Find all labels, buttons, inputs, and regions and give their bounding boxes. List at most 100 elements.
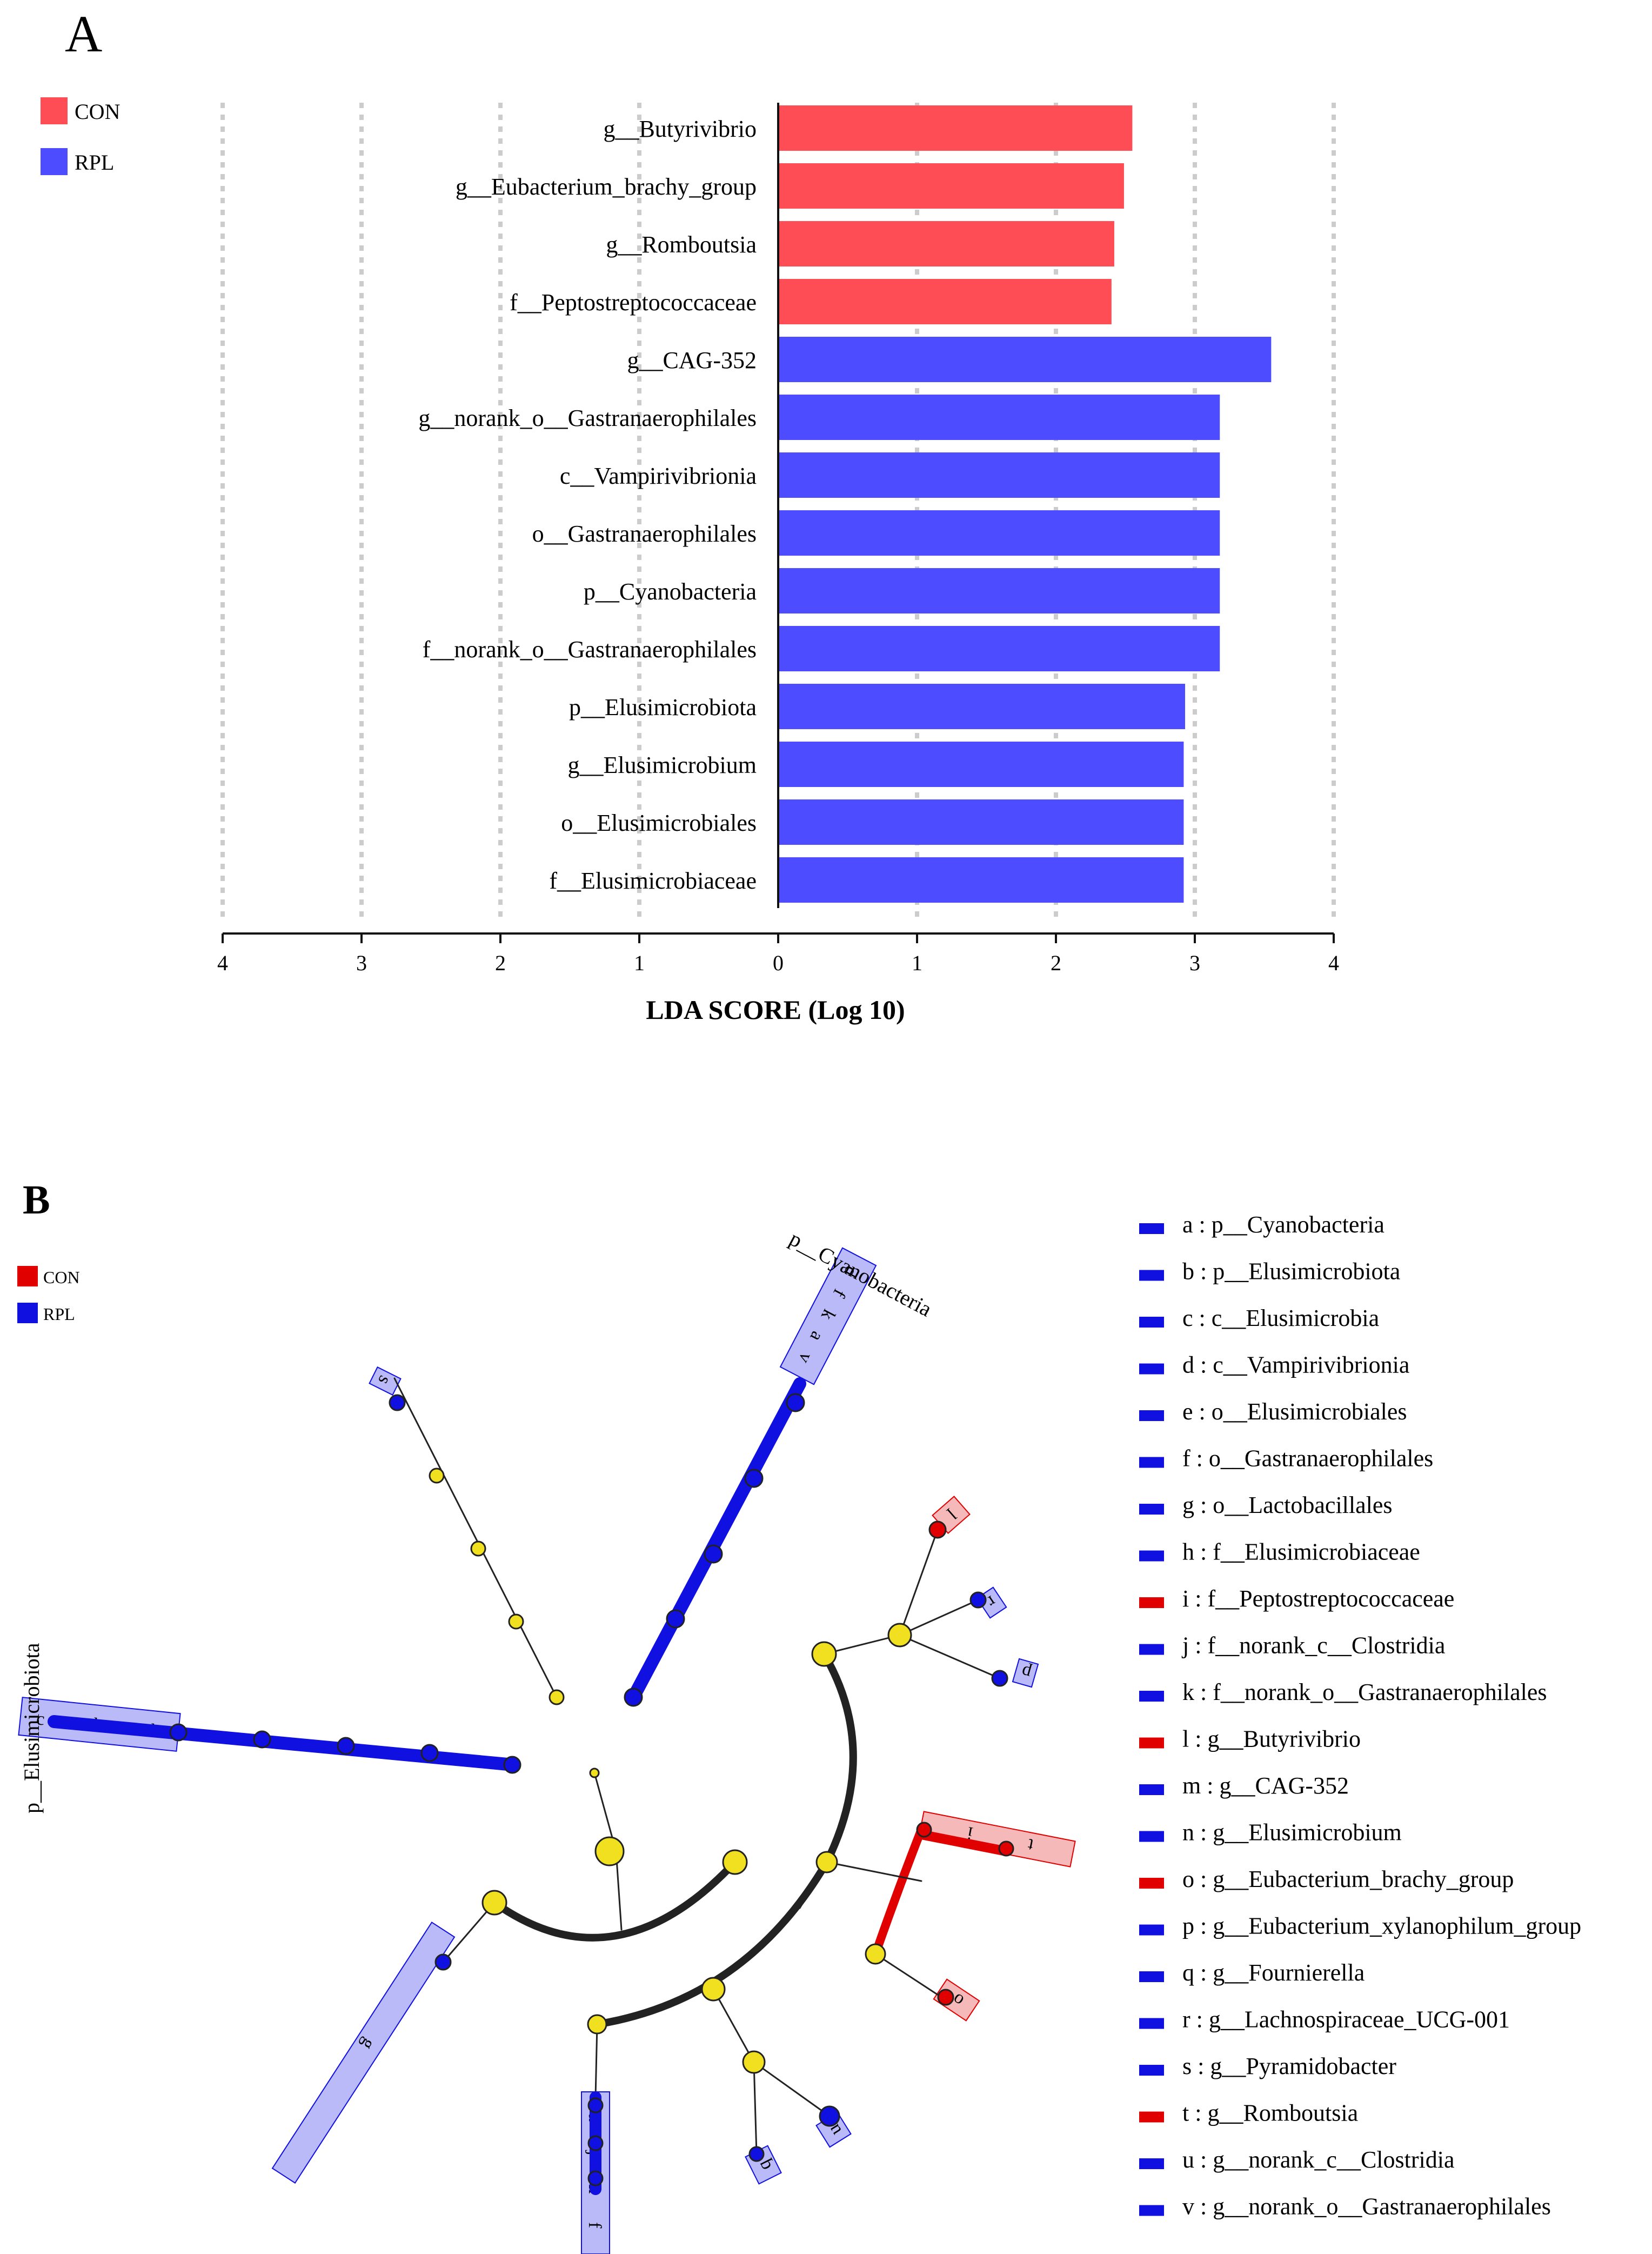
key-letter: a — [1182, 1211, 1193, 1238]
key-swatch-b — [1139, 1270, 1164, 1281]
key-separator: : — [1194, 1258, 1213, 1285]
legend-swatch-con — [41, 97, 68, 124]
clade-edge — [899, 1529, 939, 1636]
clade-node — [744, 1469, 764, 1488]
x-tick-label: 3 — [1189, 951, 1200, 975]
bar-g__Butyrivibrio — [778, 105, 1133, 151]
key-swatch-h — [1139, 1550, 1164, 1562]
key-taxon: f__Peptostreptococcaceae — [1207, 1585, 1454, 1612]
key-letter: q — [1182, 1959, 1194, 1986]
key-swatch-k — [1139, 1691, 1164, 1702]
key-taxon: o__Elusimicrobiales — [1212, 1398, 1407, 1425]
clade-edge — [393, 1377, 558, 1698]
clade-node — [969, 1591, 987, 1609]
key-entry-t: t : g__Romboutsia — [1182, 2100, 1358, 2126]
bar-g__Elusimicrobium — [778, 742, 1184, 787]
key-entry-l: l : g__Butyrivibrio — [1182, 1726, 1361, 1752]
clade-node — [928, 1521, 947, 1539]
cladogram: dfkavcehnbslrptiogujnfuqp__Cyanobacteria… — [18, 1226, 1076, 2254]
key-taxon: f__norank_c__Clostridia — [1207, 1632, 1445, 1659]
bar-f__Peptostreptococcaceae — [778, 279, 1112, 324]
key-letter: c — [1182, 1305, 1193, 1331]
key-swatch-i — [1139, 1597, 1164, 1608]
key-separator: : — [1194, 2146, 1213, 2173]
x-tick-label: 4 — [217, 951, 228, 975]
key-swatch-m — [1139, 1784, 1164, 1795]
clade-edge — [899, 1634, 1001, 1679]
key-taxon: p__Cyanobacteria — [1212, 1211, 1385, 1238]
clade-node — [887, 1623, 912, 1648]
clade-node — [587, 2014, 607, 2035]
clade-highlight-band — [1012, 1658, 1039, 1688]
clade-highlight-band — [271, 1922, 456, 2184]
legend-label-con: CON — [75, 99, 120, 124]
category-label: f__norank_o__Gastranaerophilales — [423, 636, 757, 663]
bar-o__Gastranaerophilales — [778, 510, 1220, 556]
key-swatch-j — [1139, 1644, 1164, 1655]
clade-label-cyanobacteria: p__Cyanobacteria — [786, 1226, 936, 1321]
key-swatch-v — [1139, 2205, 1164, 2216]
clade-node — [549, 1689, 565, 1705]
key-letter: b — [1182, 1258, 1194, 1285]
key-entry-s: s : g__Pyramidobacter — [1182, 2053, 1396, 2079]
key-taxon: g__Lachnospiraceae_UCG-001 — [1209, 2006, 1510, 2033]
clade-branch — [627, 1377, 806, 1704]
key-swatch-l — [1139, 1737, 1164, 1749]
key-swatch-r — [1139, 2018, 1164, 2029]
clade-arc-con — [871, 1828, 926, 1956]
key-taxon: g__norank_c__Clostridia — [1213, 2146, 1454, 2173]
panel-a-legend: CON RPL — [41, 97, 120, 175]
legend-swatch-rpl — [41, 148, 68, 175]
clade-node — [786, 1393, 805, 1412]
key-taxon: o__Gastranaerophilales — [1209, 1445, 1433, 1472]
key-swatch-p — [1139, 1924, 1164, 1936]
key-entry-n: n : g__Elusimicrobium — [1182, 1819, 1402, 1846]
clade-node — [587, 2097, 604, 2113]
key-separator: : — [1194, 1819, 1213, 1846]
category-label: g__CAG-352 — [627, 347, 757, 374]
category-label: f__Peptostreptococcaceae — [510, 289, 757, 316]
legend-b-label-con: CON — [43, 1268, 80, 1287]
clade-node — [748, 2146, 765, 2162]
category-label: f__Elusimicrobiaceae — [549, 868, 757, 894]
legend-label-rpl: RPL — [75, 150, 114, 175]
clade-node — [508, 1613, 524, 1630]
key-letter: d — [1182, 1352, 1194, 1378]
key-separator: : — [1190, 2006, 1209, 2033]
panel-b-legend: CON RPL — [17, 1266, 80, 1324]
bar-f__norank_o__Gastranaerophilales — [778, 626, 1220, 671]
key-entry-b: b : p__Elusimicrobiota — [1182, 1258, 1400, 1285]
category-label: g__Butyrivibrio — [603, 116, 757, 142]
key-separator: : — [1194, 1959, 1213, 1986]
key-entry-v: v : g__norank_o__Gastranaerophilales — [1182, 2193, 1551, 2220]
clade-node — [937, 1989, 954, 2006]
category-label: p__Cyanobacteria — [584, 578, 757, 605]
key-separator: : — [1194, 2193, 1213, 2220]
clade-highlight: s — [369, 1366, 402, 1396]
clade-node — [470, 1541, 486, 1557]
key-separator: : — [1194, 1679, 1213, 1705]
key-letter: e — [1182, 1398, 1193, 1425]
legend-b-swatch-rpl — [17, 1303, 38, 1323]
x-tick-label: 2 — [495, 951, 506, 975]
clade-branch — [919, 1830, 1011, 1856]
key-swatch-t — [1139, 2111, 1164, 2123]
key-letter: s — [1182, 2053, 1192, 2079]
bar-p__Elusimicrobiota — [778, 684, 1186, 729]
clade-node — [337, 1737, 355, 1755]
key-letter: i — [1182, 1585, 1189, 1612]
key-letter: t — [1182, 2100, 1189, 2126]
clade-node — [481, 1890, 507, 1916]
key-entry-f: f : o__Gastranaerophilales — [1182, 1445, 1433, 1472]
key-separator: : — [1193, 1398, 1212, 1425]
category-label: c__Vampirivibrionia — [560, 463, 757, 489]
clade-edge — [712, 1988, 755, 2063]
key-taxon: g__CAG-352 — [1219, 1772, 1349, 1799]
key-swatch-u — [1139, 2158, 1164, 2169]
bar-o__Elusimicrobiales — [778, 799, 1184, 845]
key-swatch-s — [1139, 2065, 1164, 2076]
key-separator: : — [1201, 1772, 1219, 1799]
